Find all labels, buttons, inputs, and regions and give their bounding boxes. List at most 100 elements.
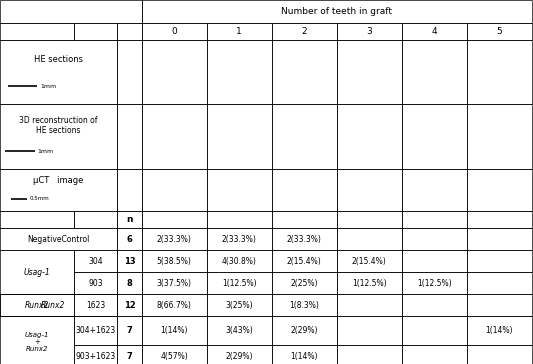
- Bar: [142, 40, 207, 104]
- Bar: [467, 272, 532, 294]
- Bar: [0, 294, 74, 316]
- Text: 3(43%): 3(43%): [225, 327, 253, 335]
- Bar: [207, 23, 272, 40]
- Text: 5: 5: [497, 27, 502, 36]
- Text: 3(37.5%): 3(37.5%): [157, 279, 192, 288]
- Text: NegativeControl: NegativeControl: [27, 234, 90, 244]
- Text: 2(33.3%): 2(33.3%): [287, 234, 322, 244]
- Bar: [74, 211, 117, 228]
- Bar: [337, 228, 402, 250]
- Bar: [74, 272, 117, 294]
- Text: 1(12.5%): 1(12.5%): [417, 279, 451, 288]
- Text: Usag-1
+
Runx2: Usag-1 + Runx2: [25, 332, 49, 352]
- Text: 0.5mm: 0.5mm: [29, 196, 49, 201]
- Bar: [142, 316, 207, 345]
- Text: 13: 13: [124, 257, 135, 266]
- Text: 1(8.3%): 1(8.3%): [289, 301, 319, 310]
- Bar: [0, 169, 117, 211]
- Bar: [142, 0, 532, 23]
- Bar: [337, 250, 402, 272]
- Text: 8: 8: [127, 279, 132, 288]
- Text: 6: 6: [126, 234, 133, 244]
- Bar: [337, 272, 402, 294]
- Bar: [402, 250, 467, 272]
- Bar: [207, 169, 272, 211]
- Bar: [74, 23, 117, 40]
- Bar: [467, 169, 532, 211]
- Bar: [272, 294, 337, 316]
- Text: 12: 12: [124, 301, 135, 310]
- Bar: [142, 23, 207, 40]
- Bar: [337, 345, 402, 364]
- Text: 3(25%): 3(25%): [225, 301, 253, 310]
- Bar: [337, 23, 402, 40]
- Bar: [142, 250, 207, 272]
- Text: 7: 7: [127, 327, 132, 335]
- Bar: [337, 316, 402, 345]
- Text: 1623: 1623: [86, 301, 105, 310]
- Bar: [402, 294, 467, 316]
- Bar: [142, 104, 207, 169]
- Bar: [207, 250, 272, 272]
- Bar: [402, 169, 467, 211]
- Bar: [272, 104, 337, 169]
- Bar: [467, 345, 532, 364]
- Bar: [142, 211, 207, 228]
- Text: 2(25%): 2(25%): [290, 279, 318, 288]
- Bar: [272, 23, 337, 40]
- Text: 1(14%): 1(14%): [160, 327, 188, 335]
- Bar: [337, 40, 402, 104]
- Bar: [0, 228, 117, 250]
- Bar: [0, 250, 74, 294]
- Bar: [117, 272, 142, 294]
- Bar: [207, 345, 272, 364]
- Text: 2(29%): 2(29%): [225, 352, 253, 361]
- Text: 4: 4: [432, 27, 437, 36]
- Bar: [467, 250, 532, 272]
- Bar: [207, 104, 272, 169]
- Text: 7: 7: [127, 352, 132, 361]
- Bar: [117, 23, 142, 40]
- Bar: [272, 345, 337, 364]
- Text: 1(14%): 1(14%): [486, 327, 513, 335]
- Text: 3D reconstruction of: 3D reconstruction of: [19, 116, 98, 125]
- Bar: [207, 228, 272, 250]
- Text: 5(38.5%): 5(38.5%): [157, 257, 192, 266]
- Bar: [0, 104, 117, 169]
- Bar: [402, 40, 467, 104]
- Bar: [117, 169, 142, 211]
- Text: 3: 3: [367, 27, 372, 36]
- Bar: [0, 23, 74, 40]
- Text: Usag-1: Usag-1: [23, 268, 50, 277]
- Bar: [142, 345, 207, 364]
- Text: Runx2: Runx2: [41, 301, 66, 310]
- Text: 0: 0: [172, 27, 177, 36]
- Bar: [207, 294, 272, 316]
- Bar: [74, 345, 117, 364]
- Bar: [467, 40, 532, 104]
- Text: Runx2: Runx2: [25, 301, 49, 310]
- Text: 2: 2: [302, 27, 307, 36]
- Bar: [467, 104, 532, 169]
- Bar: [402, 23, 467, 40]
- Bar: [142, 169, 207, 211]
- Text: HE sections: HE sections: [34, 55, 83, 64]
- Bar: [272, 250, 337, 272]
- Text: 1mm: 1mm: [37, 149, 53, 154]
- Text: 2(15.4%): 2(15.4%): [287, 257, 322, 266]
- Bar: [207, 211, 272, 228]
- Bar: [74, 294, 117, 316]
- Bar: [0, 40, 117, 104]
- Text: 304: 304: [88, 257, 103, 266]
- Text: 4(30.8%): 4(30.8%): [222, 257, 257, 266]
- Bar: [142, 272, 207, 294]
- Bar: [402, 345, 467, 364]
- Text: 2(33.3%): 2(33.3%): [157, 234, 192, 244]
- Bar: [117, 211, 142, 228]
- Bar: [402, 228, 467, 250]
- Text: 903: 903: [88, 279, 103, 288]
- Bar: [467, 228, 532, 250]
- Bar: [272, 272, 337, 294]
- Text: 1(12.5%): 1(12.5%): [222, 279, 256, 288]
- Bar: [337, 211, 402, 228]
